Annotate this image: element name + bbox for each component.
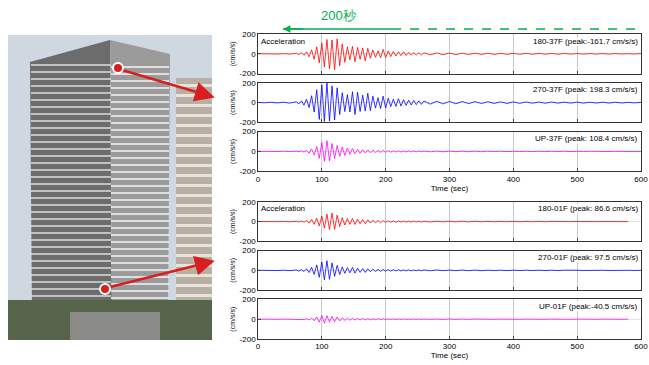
svg-text:Acceleration: Acceleration <box>261 37 305 46</box>
svg-text:(cm/s/s): (cm/s/s) <box>229 41 237 66</box>
svg-text:UP-01F (peak:-40.5 cm/s/s): UP-01F (peak:-40.5 cm/s/s) <box>539 302 638 311</box>
svg-text:270-01F (peak: 97.5 cm/s/s): 270-01F (peak: 97.5 cm/s/s) <box>538 253 638 262</box>
svg-text:200: 200 <box>379 175 393 184</box>
svg-text:(cm/s/s): (cm/s/s) <box>229 258 237 283</box>
svg-text:-200: -200 <box>240 286 257 295</box>
svg-text:200: 200 <box>379 342 393 351</box>
svg-text:270-37F (peak: 198.3 cm/s/s): 270-37F (peak: 198.3 cm/s/s) <box>533 85 638 94</box>
svg-text:200: 200 <box>242 198 256 207</box>
svg-text:(cm/s/s): (cm/s/s) <box>229 90 237 115</box>
svg-text:100: 100 <box>315 175 329 184</box>
svg-text:0: 0 <box>256 175 261 184</box>
svg-text:600: 600 <box>634 342 648 351</box>
svg-text:-200: -200 <box>240 167 257 176</box>
svg-text:-200: -200 <box>240 335 257 344</box>
svg-text:-200: -200 <box>240 118 257 127</box>
svg-text:200: 200 <box>242 295 256 304</box>
svg-text:500: 500 <box>570 342 584 351</box>
svg-text:100: 100 <box>315 342 329 351</box>
svg-text:0: 0 <box>251 98 256 107</box>
svg-text:(cm/s/s): (cm/s/s) <box>229 307 237 332</box>
svg-text:Acceleration: Acceleration <box>261 204 305 213</box>
svg-text:600: 600 <box>634 175 648 184</box>
svg-text:0: 0 <box>256 342 261 351</box>
svg-text:300: 300 <box>443 175 457 184</box>
svg-text:180-01F (peak: 86.6 cm/s/s): 180-01F (peak: 86.6 cm/s/s) <box>538 204 638 213</box>
svg-text:-200: -200 <box>240 237 257 246</box>
svg-text:200: 200 <box>242 246 256 255</box>
svg-text:180-37F (peak:-161.7 cm/s/s): 180-37F (peak:-161.7 cm/s/s) <box>533 37 638 46</box>
svg-text:(cm/s/s): (cm/s/s) <box>229 139 237 164</box>
svg-text:300: 300 <box>443 342 457 351</box>
svg-text:-200: -200 <box>240 69 257 78</box>
svg-text:200秒: 200秒 <box>321 8 356 23</box>
svg-text:0: 0 <box>251 217 256 226</box>
svg-text:200: 200 <box>242 79 256 88</box>
svg-text:500: 500 <box>570 175 584 184</box>
svg-text:200: 200 <box>242 127 256 136</box>
svg-text:0: 0 <box>251 266 256 275</box>
svg-text:400: 400 <box>507 175 521 184</box>
svg-text:0: 0 <box>251 147 256 156</box>
svg-text:200: 200 <box>242 30 256 39</box>
svg-text:Time (sec): Time (sec) <box>431 184 469 193</box>
svg-text:(cm/s/s): (cm/s/s) <box>229 209 237 234</box>
svg-text:UP-37F (peak: 108.4 cm/s/s): UP-37F (peak: 108.4 cm/s/s) <box>535 134 638 143</box>
svg-text:400: 400 <box>507 342 521 351</box>
svg-text:Time (sec): Time (sec) <box>431 351 469 360</box>
svg-text:0: 0 <box>251 50 256 59</box>
svg-text:0: 0 <box>251 315 256 324</box>
